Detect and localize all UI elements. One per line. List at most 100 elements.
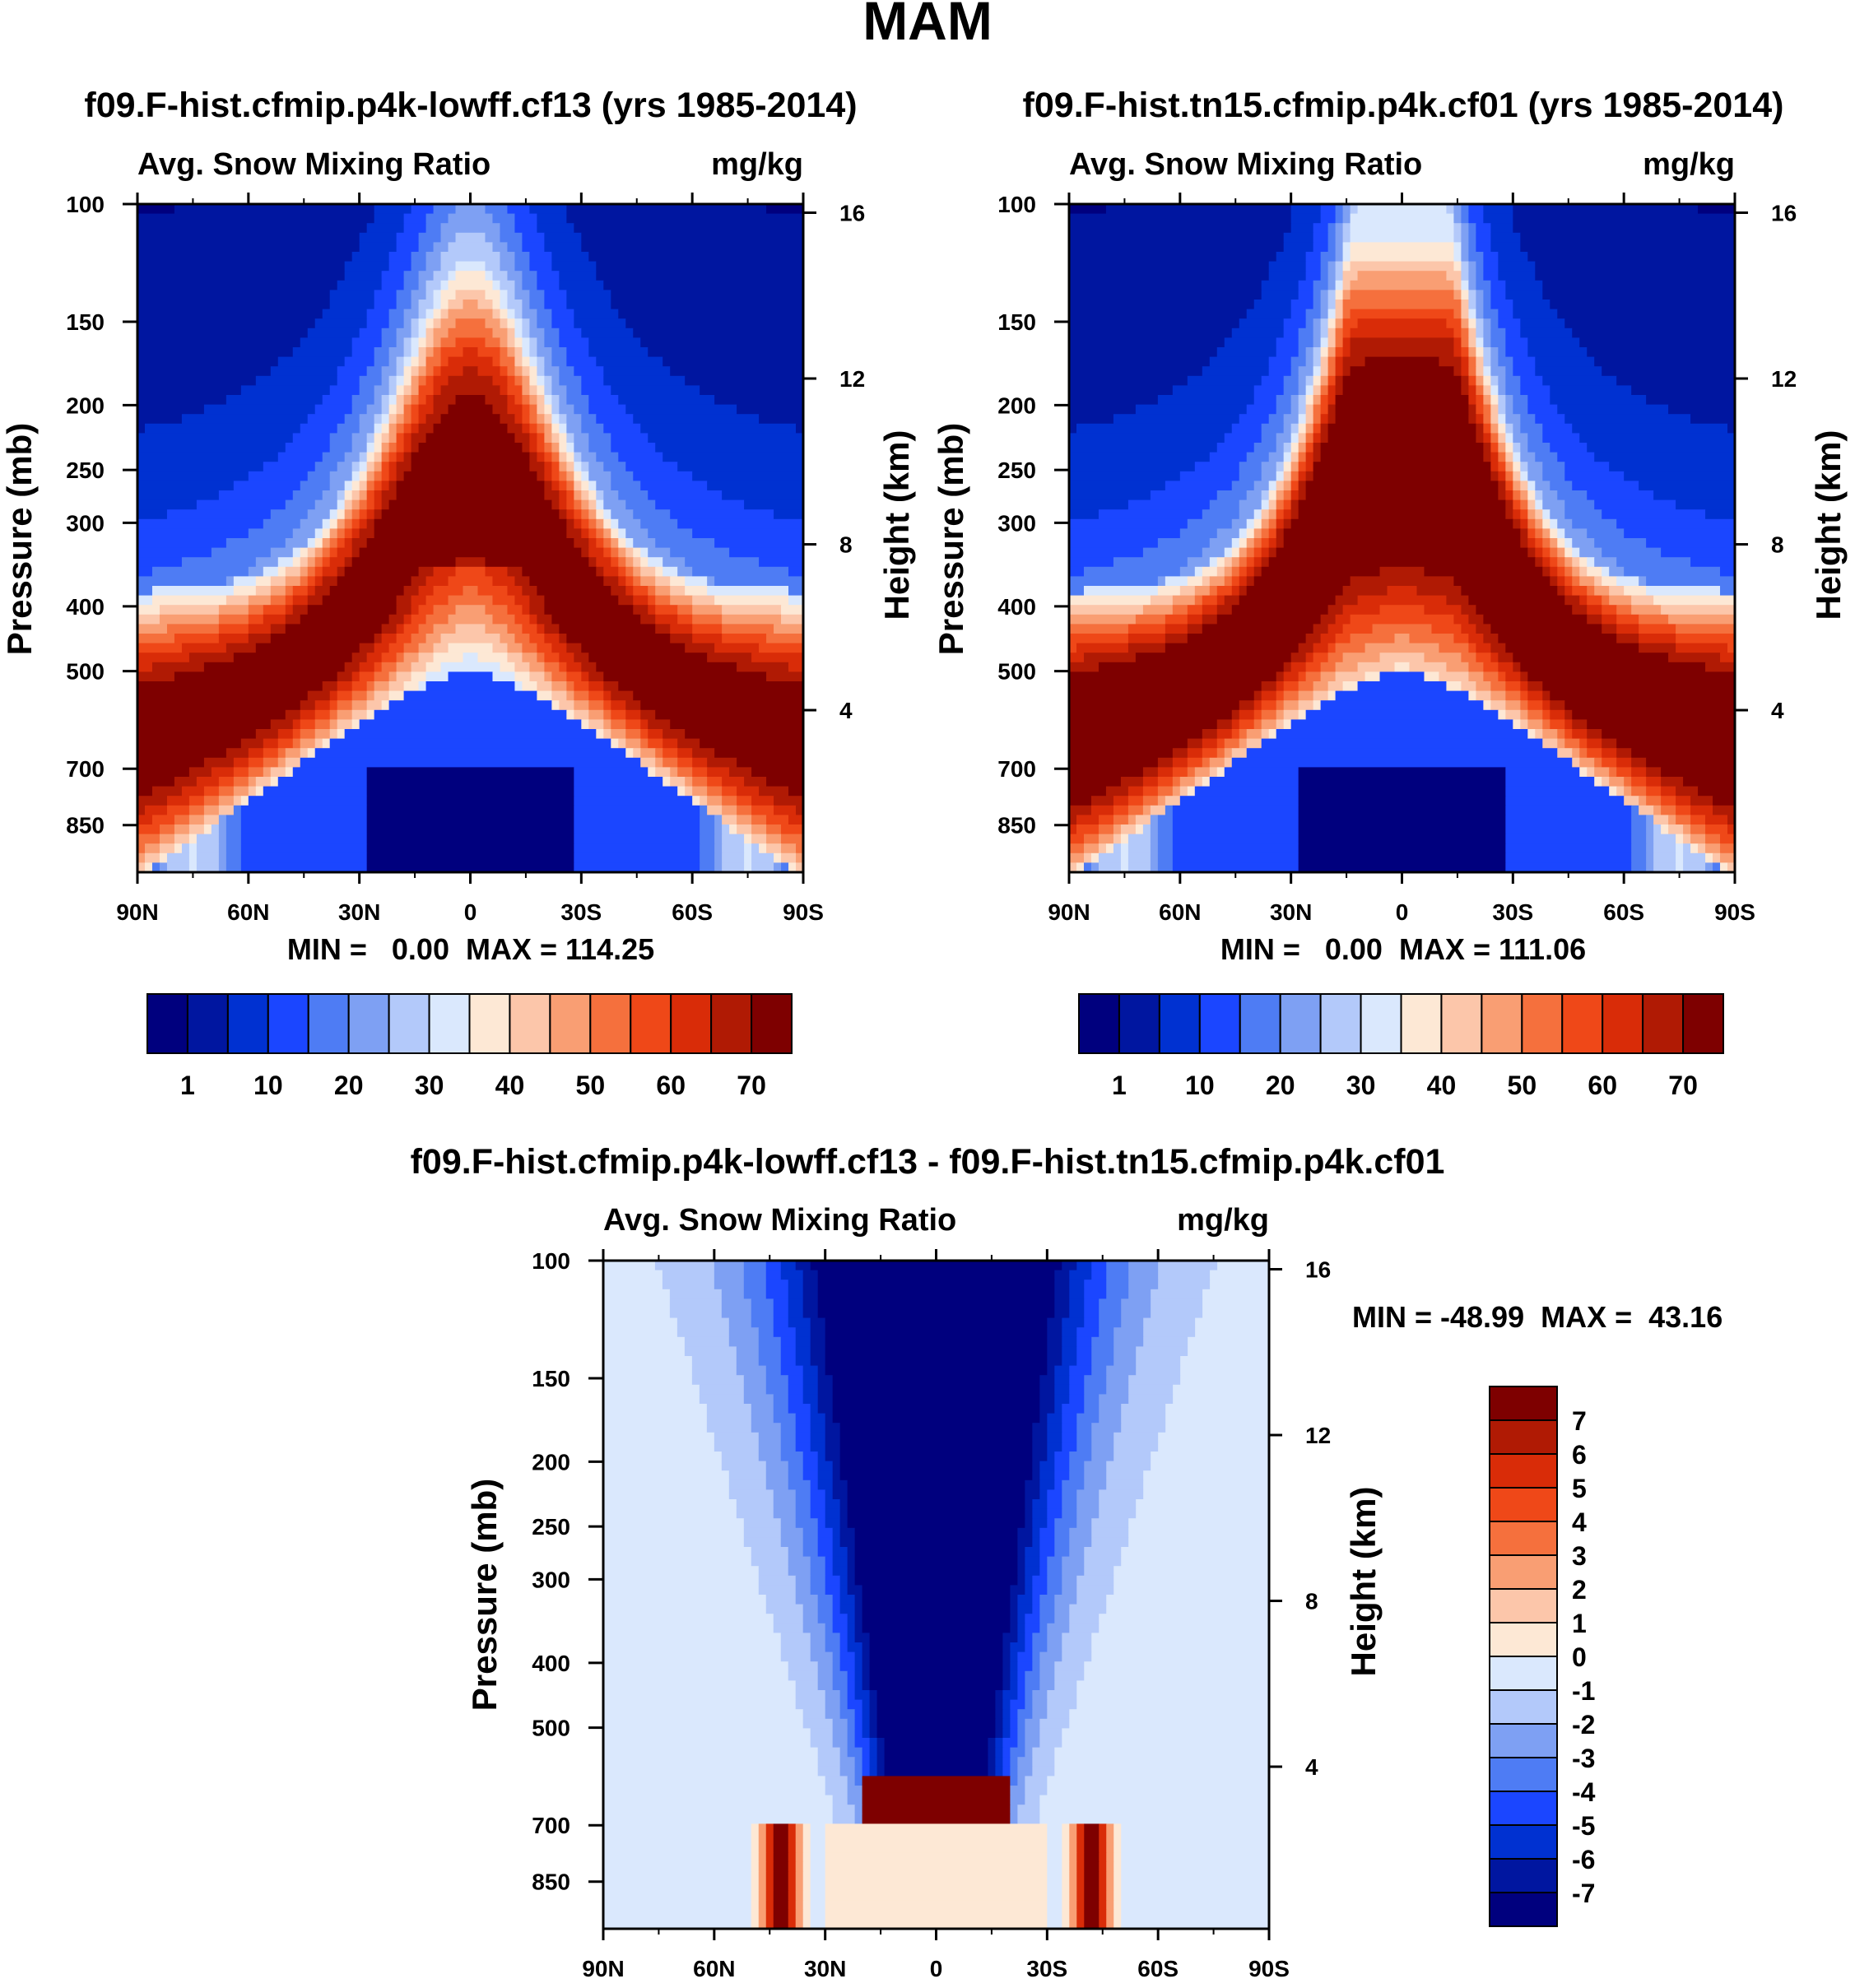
field-cell — [1476, 605, 1573, 615]
field-cell — [1535, 452, 1558, 462]
field-cell — [1483, 385, 1491, 396]
field-cell — [270, 595, 286, 606]
field-cell — [758, 1442, 782, 1452]
field-cell — [440, 366, 464, 377]
field-cell — [551, 309, 574, 319]
field-cell — [1062, 1575, 1077, 1586]
field-cell — [1357, 204, 1448, 215]
field-cell — [832, 1670, 848, 1681]
field-cell — [566, 634, 671, 644]
field-cell — [1476, 223, 1491, 234]
field-cell — [514, 681, 523, 692]
field-cell — [869, 1651, 1003, 1662]
field-cell — [425, 366, 435, 377]
field-cell — [832, 1489, 848, 1500]
field-cell — [743, 1280, 767, 1290]
field-cell — [1069, 1270, 1092, 1280]
field-cell — [1646, 796, 1662, 806]
field-cell — [1468, 327, 1476, 338]
field-cell — [1713, 862, 1721, 873]
field-cell — [1017, 1757, 1033, 1767]
field-cell — [1142, 547, 1203, 558]
field-cell — [559, 404, 574, 415]
field-cell — [270, 719, 294, 730]
field-cell — [611, 290, 804, 300]
field-cell — [218, 843, 227, 854]
field-cell — [759, 786, 789, 797]
colorbar-swatch — [146, 993, 188, 1054]
field-cell — [1172, 385, 1255, 396]
field-cell — [1069, 681, 1262, 692]
field-cell — [396, 595, 412, 606]
field-cell — [425, 337, 435, 348]
field-cell — [810, 1317, 826, 1328]
field-cell — [648, 738, 663, 749]
field-cell — [603, 280, 804, 290]
y2-tick-label: 4 — [839, 698, 853, 723]
field-cell — [692, 786, 708, 797]
field-cell — [1468, 347, 1476, 358]
field-cell — [1490, 375, 1499, 386]
field-cell — [588, 700, 604, 711]
field-cell — [292, 605, 309, 615]
field-cell — [603, 1919, 752, 1930]
colorbar-swatch — [1239, 993, 1281, 1054]
field-cell — [1564, 738, 1580, 749]
field-cell — [714, 643, 760, 653]
field-cell — [440, 414, 501, 425]
field-cell — [1239, 700, 1255, 711]
field-cell — [1224, 337, 1277, 348]
field-cell — [795, 1861, 804, 1872]
field-cell — [144, 862, 153, 873]
field-cell — [1039, 1805, 1270, 1815]
field-cell — [802, 1890, 811, 1901]
field-cell — [795, 1356, 811, 1367]
field-cell — [1083, 653, 1137, 663]
field-cell — [847, 1699, 863, 1710]
field-cell — [1505, 481, 1513, 491]
field-cell — [1283, 443, 1292, 453]
field-cell — [1032, 1508, 1048, 1519]
field-cell — [292, 595, 309, 606]
field-cell — [1158, 1261, 1218, 1271]
field-cell — [263, 748, 279, 759]
field-cell — [603, 518, 611, 529]
field-cell — [1505, 290, 1543, 300]
field-cell — [640, 757, 656, 768]
field-cell — [411, 605, 420, 615]
field-cell — [1624, 528, 1736, 539]
field-cell — [411, 662, 427, 672]
field-cell — [802, 1289, 819, 1299]
field-cell — [485, 395, 509, 406]
field-cell — [854, 1776, 863, 1786]
field-cell — [1069, 404, 1137, 415]
field-cell — [1084, 1375, 1107, 1386]
field-cell — [832, 1461, 841, 1471]
field-cell — [1439, 643, 1469, 653]
field-cell — [1705, 852, 1713, 863]
field-cell — [1290, 404, 1299, 415]
field-cell — [433, 242, 449, 253]
field-cell — [1157, 843, 1174, 854]
field-cell — [1106, 1365, 1137, 1376]
field-cell — [351, 690, 368, 701]
field-cell — [588, 395, 619, 406]
field-cell — [1579, 576, 1595, 587]
field-cell — [351, 653, 368, 663]
field-cell — [411, 395, 420, 406]
field-cell — [174, 834, 190, 844]
field-cell — [522, 337, 531, 348]
field-cell — [1157, 815, 1174, 825]
field-cell — [1290, 300, 1314, 310]
field-cell — [1202, 614, 1218, 625]
field-cell — [1305, 375, 1314, 386]
field-cell — [551, 404, 560, 415]
field-cell — [396, 366, 405, 377]
field-cell — [1283, 462, 1292, 472]
field-cell — [869, 1690, 878, 1701]
field-cell — [1099, 1823, 1107, 1834]
field-cell — [1327, 261, 1337, 272]
field-cell — [1268, 518, 1277, 529]
field-cell — [869, 1738, 878, 1749]
field-cell — [1142, 605, 1174, 615]
